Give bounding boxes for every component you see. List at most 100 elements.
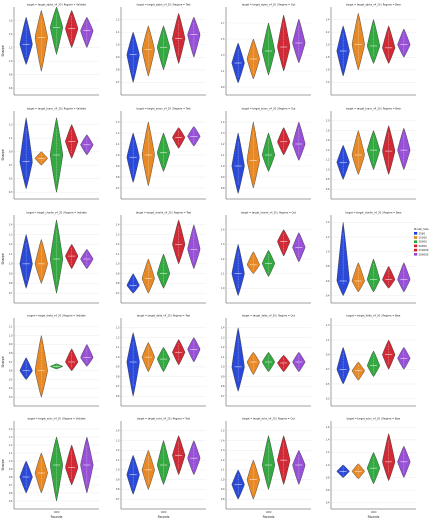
y-tick-label: 1.0 [116,469,120,472]
panel-title: target = target_charlie_v4_20 | Regime =… [241,212,296,215]
y-tick-label: 0.8 [116,488,120,491]
violin-50000 [277,355,291,373]
y-tick-label: 1.1 [221,272,225,275]
x-axis-label: Rounds [51,515,63,519]
y-tick-label: 0.9 [116,165,120,168]
y-tick-label: 0.3 [326,397,330,400]
panel-title: target = target_delta_v4_20 | Regime = T… [137,315,190,318]
y-tick-label: 0.9 [116,366,120,369]
y-tick-label: 1.8 [326,129,330,132]
y-tick-label: 1.5 [221,430,225,433]
violin-2560 [126,132,140,184]
y-tick-label: 1.1 [116,459,120,462]
violin-110000 [80,344,94,367]
y-tick-label: 1.6 [326,139,330,142]
legend-swatch [414,232,418,235]
y-axis-label: Sharpe [1,356,5,367]
violin-15360 [351,130,365,176]
y-tick-label: 1.2 [326,451,330,454]
legend-swatch [414,240,418,243]
y-tick-label: 0.8 [221,187,225,190]
legend-entry: 30000 [419,240,428,244]
y-tick-label: 0.7 [116,187,120,190]
y-tick-label: 1.5 [221,38,225,41]
x-tick-label: 1000 [266,511,272,514]
panel-title: target = target_delta_v4_20 | Regime = B… [346,315,400,318]
y-tick-label: 0.6 [116,395,120,398]
y-tick-label: 0.6 [9,492,13,495]
y-tick-label: 0.8 [221,498,225,501]
panel-title: target = target_bravo_v4_20 | Regime = B… [346,108,401,111]
y-tick-label: 1.2 [9,444,13,447]
y-tick-label: 1.3 [221,54,225,57]
panel-0-3: target = target_alpha_v4_20 | Regime = B… [326,4,416,96]
y-tick-label: 0.8 [116,375,120,378]
y-tick-label: 1.1 [116,31,120,34]
legend-title: Model_Size [414,227,429,231]
y-tick-label: 1.4 [221,439,225,442]
y-tick-label: 1.1 [9,137,13,140]
y-tick-label: 1.0 [9,60,13,63]
x-tick-label: 1000 [371,511,377,514]
panel-3-0: target = target_delta_v4_20 | Regime = V… [1,315,99,407]
y-tick-label: 1.6 [9,19,13,22]
panel-3-2: target = target_delta_v4_20 | Regime = O… [221,315,311,407]
violin-2560 [19,117,33,190]
y-tick-label: 0.8 [326,178,330,181]
y-tick-label: 1.1 [116,143,120,146]
violin-2560 [126,332,140,397]
y-tick-label: 0.5 [9,378,13,381]
y-axis-label: Sharpe [1,45,5,56]
legend-entry: 110000 [419,248,429,252]
y-tick-label: 0.5 [9,500,13,503]
violin-110000 [292,18,306,64]
violin-2560 [19,357,33,380]
y-tick-label: 1.0 [116,154,120,157]
y-tick-label: 0.8 [326,265,330,268]
y-tick-label: 0.7 [9,361,13,364]
y-tick-label: 1.2 [9,46,13,49]
y-tick-label: 1.3 [221,132,225,135]
y-tick-label: 1.0 [326,250,330,253]
y-tick-label: 0.8 [9,476,13,479]
y-tick-label: 1.2 [221,143,225,146]
y-tick-label: 0.7 [116,498,120,501]
y-tick-label: 1.2 [116,132,120,135]
y-tick-label: 0.7 [116,81,120,84]
y-tick-label: 1.0 [116,44,120,47]
legend-swatch [414,253,418,256]
legend-entry: 2560 [419,231,426,235]
y-tick-label: 1.3 [116,233,120,236]
y-tick-label: 1.1 [9,253,13,256]
y-tick-label: 1.6 [326,69,330,72]
y-tick-label: 1.6 [326,426,330,429]
y-tick-label: 0.6 [326,489,330,492]
y-tick-label: 0.9 [116,478,120,481]
panel-title: target = target_charlie_v4_20 | Regime =… [345,212,401,215]
violin-2560 [126,31,140,84]
panel-1-3: target = target_bravo_v4_20 | Regime = B… [326,108,416,200]
y-tick-label: 0.6 [9,87,13,90]
y-tick-label: 1.1 [221,469,225,472]
violin-50000 [382,265,396,289]
y-tick-label: 1.1 [116,253,120,256]
panel-title: target = target_bravo_v4_20 | Regime = O… [242,108,296,111]
violin-50000 [65,348,79,372]
y-tick-label: 2.0 [326,44,330,47]
y-tick-label: 0.8 [9,73,13,76]
y-tick-label: 1.0 [221,366,225,369]
x-axis-label: Rounds [263,515,275,519]
y-tick-label: 0.7 [9,484,13,487]
x-axis-label: Rounds [368,515,380,519]
y-tick-label: 1.2 [116,449,120,452]
y-tick-label: 1.1 [9,452,13,455]
y-tick-label: 1.3 [9,123,13,126]
y-tick-label: 1.1 [9,326,13,329]
panel-1-0: target = target_bravo_v4_20 | Regime = V… [1,108,99,200]
y-tick-label: 0.7 [326,368,330,371]
violin-50000 [65,444,79,486]
y-tick-label: 2.2 [326,31,330,34]
panel-title: target = target_delta_v4_20 | Regime = O… [242,315,295,318]
legend-swatch [414,244,418,248]
